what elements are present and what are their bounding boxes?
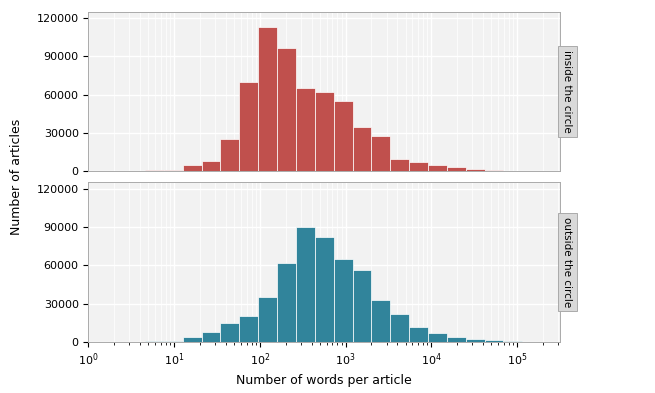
X-axis label: Number of words per article: Number of words per article: [236, 374, 412, 387]
Bar: [428, 165, 447, 171]
Bar: [164, 170, 183, 171]
Bar: [221, 140, 239, 171]
Bar: [315, 237, 333, 342]
Bar: [504, 341, 522, 342]
Bar: [333, 101, 352, 171]
Bar: [239, 316, 258, 342]
Bar: [409, 327, 428, 342]
Bar: [258, 297, 277, 342]
Bar: [390, 158, 409, 171]
Bar: [277, 263, 296, 342]
Bar: [447, 337, 466, 342]
Bar: [145, 341, 164, 342]
Bar: [315, 92, 333, 171]
Bar: [202, 332, 221, 342]
Bar: [183, 165, 202, 171]
Bar: [485, 340, 504, 342]
Bar: [202, 161, 221, 171]
Bar: [371, 300, 390, 342]
Text: inside the circle: inside the circle: [563, 50, 572, 133]
Bar: [239, 82, 258, 171]
Bar: [277, 48, 296, 171]
Text: Number of articles: Number of articles: [10, 119, 23, 235]
Bar: [352, 127, 371, 171]
Bar: [221, 323, 239, 342]
Text: outside the circle: outside the circle: [563, 217, 572, 307]
Bar: [145, 170, 164, 171]
Bar: [296, 88, 315, 171]
Bar: [183, 337, 202, 342]
Bar: [466, 169, 485, 171]
Bar: [371, 136, 390, 171]
Bar: [258, 27, 277, 171]
Bar: [485, 170, 504, 171]
Bar: [409, 162, 428, 171]
Bar: [447, 167, 466, 171]
Bar: [390, 314, 409, 342]
Bar: [466, 339, 485, 342]
Bar: [164, 341, 183, 342]
Bar: [333, 259, 352, 342]
Bar: [352, 270, 371, 342]
Bar: [428, 333, 447, 342]
Bar: [296, 227, 315, 342]
